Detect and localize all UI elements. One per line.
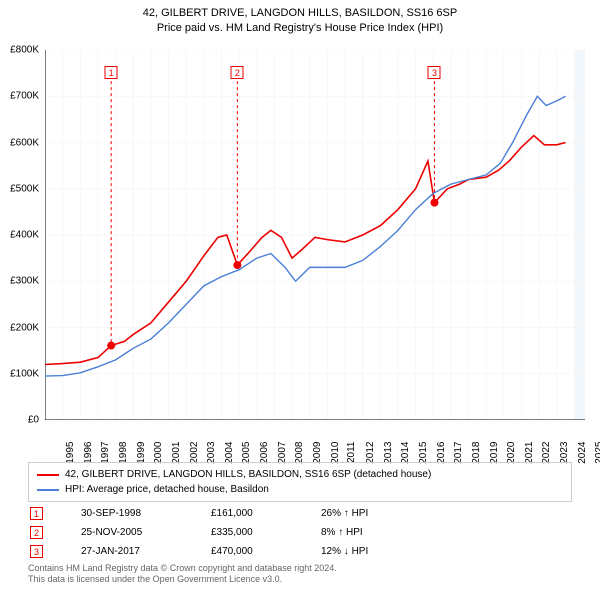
title-line-1: 42, GILBERT DRIVE, LANGDON HILLS, BASILD… — [0, 6, 600, 21]
sales-table: 1 30-SEP-1998£161,00026% ↑ HPI 2 25-NOV-200… — [28, 504, 572, 561]
sale-row: 1 30-SEP-1998£161,00026% ↑ HPI — [28, 504, 572, 523]
x-tick-label: 2021 — [524, 442, 535, 464]
x-tick-label: 2005 — [241, 442, 252, 464]
chart-svg — [45, 50, 585, 420]
x-tick-label: 2024 — [577, 442, 588, 464]
y-tick-label: £200K — [10, 322, 39, 333]
x-tick-label: 2006 — [259, 442, 270, 464]
x-tick-label: 2016 — [435, 442, 446, 464]
x-tick-label: 2013 — [382, 442, 393, 464]
x-tick-label: 1997 — [100, 442, 111, 464]
x-tick-label: 2012 — [365, 442, 376, 464]
x-tick-label: 2020 — [506, 442, 517, 464]
sale-marker-1: 1 — [105, 66, 118, 79]
legend-label: 42, GILBERT DRIVE, LANGDON HILLS, BASILD… — [65, 469, 431, 480]
title-line-2: Price paid vs. HM Land Registry's House … — [0, 21, 600, 36]
sale-price: £335,000 — [211, 527, 321, 538]
y-tick-label: £0 — [28, 415, 39, 426]
title-block: 42, GILBERT DRIVE, LANGDON HILLS, BASILD… — [0, 0, 600, 37]
x-tick-label: 2014 — [400, 442, 411, 464]
sale-diff: 8% ↑ HPI — [321, 527, 363, 538]
footnote-line-1: Contains HM Land Registry data © Crown c… — [28, 563, 337, 574]
x-tick-label: 2000 — [153, 442, 164, 464]
x-tick-label: 2003 — [206, 442, 217, 464]
sale-price: £470,000 — [211, 546, 321, 557]
x-tick-label: 2004 — [224, 442, 235, 464]
sale-diff: 26% ↑ HPI — [321, 508, 368, 519]
x-tick-label: 2025 — [594, 442, 600, 464]
x-tick-label: 2019 — [488, 442, 499, 464]
x-tick-label: 2022 — [541, 442, 552, 464]
x-tick-label: 1998 — [118, 442, 129, 464]
sale-marker-2: 2 — [231, 66, 244, 79]
legend-item: HPI: Average price, detached house, Basi… — [37, 482, 563, 497]
x-tick-label: 2008 — [294, 442, 305, 464]
x-tick-label: 1995 — [65, 442, 76, 464]
sale-price: £161,000 — [211, 508, 321, 519]
y-tick-label: £700K — [10, 91, 39, 102]
x-tick-label: 2018 — [471, 442, 482, 464]
x-tick-label: 2015 — [418, 442, 429, 464]
x-tick-label: 2007 — [277, 442, 288, 464]
footnote-line-2: This data is licensed under the Open Gov… — [28, 574, 337, 585]
y-tick-label: £600K — [10, 137, 39, 148]
legend-swatch — [37, 489, 59, 491]
y-axis-labels: £0£100K£200K£300K£400K£500K£600K£700K£80… — [0, 50, 42, 420]
x-tick-label: 2011 — [346, 442, 357, 464]
y-tick-label: £100K — [10, 368, 39, 379]
x-tick-label: 2017 — [453, 442, 464, 464]
x-axis-labels: 1995199619971998199920002001200220032004… — [45, 422, 585, 460]
chart-area: 1 2 3 — [45, 50, 585, 420]
x-tick-label: 2010 — [329, 442, 340, 464]
legend: 42, GILBERT DRIVE, LANGDON HILLS, BASILD… — [28, 462, 572, 502]
y-tick-label: £400K — [10, 230, 39, 241]
sale-number-badge: 3 — [30, 545, 43, 558]
x-tick-label: 2002 — [188, 442, 199, 464]
x-tick-label: 2023 — [559, 442, 570, 464]
sale-date: 27-JAN-2017 — [81, 546, 211, 557]
legend-swatch — [37, 474, 59, 476]
footnote: Contains HM Land Registry data © Crown c… — [28, 563, 337, 586]
sale-marker-3: 3 — [428, 66, 441, 79]
sale-row: 2 25-NOV-2005£335,0008% ↑ HPI — [28, 523, 572, 542]
legend-label: HPI: Average price, detached house, Basi… — [65, 484, 269, 495]
legend-item: 42, GILBERT DRIVE, LANGDON HILLS, BASILD… — [37, 467, 563, 482]
x-tick-label: 1996 — [82, 442, 93, 464]
sale-date: 25-NOV-2005 — [81, 527, 211, 538]
y-tick-label: £500K — [10, 183, 39, 194]
x-tick-label: 1999 — [135, 442, 146, 464]
x-tick-label: 2009 — [312, 442, 323, 464]
chart-container: 42, GILBERT DRIVE, LANGDON HILLS, BASILD… — [0, 0, 600, 590]
sale-row: 3 27-JAN-2017£470,00012% ↓ HPI — [28, 542, 572, 561]
y-tick-label: £300K — [10, 276, 39, 287]
y-tick-label: £800K — [10, 45, 39, 56]
sale-diff: 12% ↓ HPI — [321, 546, 368, 557]
sale-date: 30-SEP-1998 — [81, 508, 211, 519]
sale-number-badge: 1 — [30, 507, 43, 520]
sale-number-badge: 2 — [30, 526, 43, 539]
x-tick-label: 2001 — [171, 442, 182, 464]
